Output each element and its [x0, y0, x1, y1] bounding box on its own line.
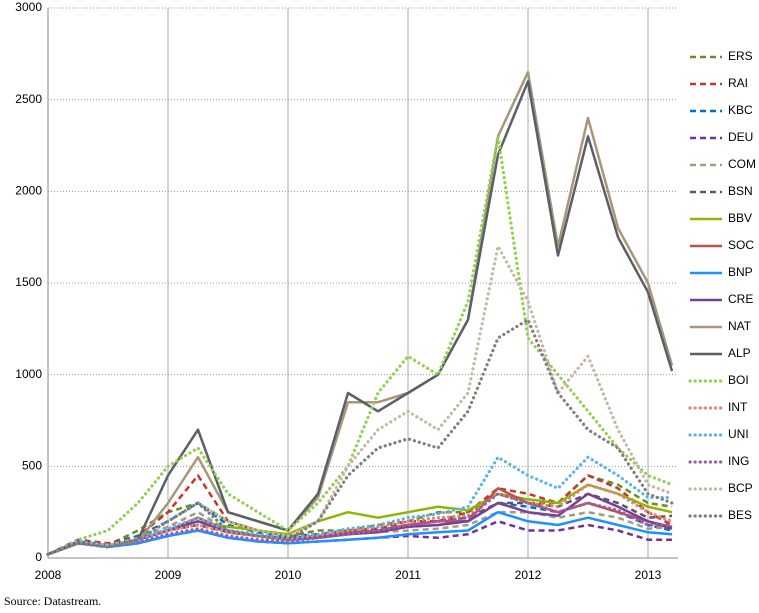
legend-label: CRE — [728, 292, 753, 306]
legend-label: INT — [728, 400, 748, 414]
x-tick-label: 2008 — [35, 568, 62, 582]
series-line — [47, 70, 674, 556]
legend-label: RAI — [728, 76, 748, 90]
y-tick-label: 3000 — [15, 0, 42, 14]
legend-label: BBV — [728, 211, 752, 225]
legend-label: SOC — [728, 238, 754, 252]
y-tick-label: 500 — [22, 459, 42, 473]
series-line — [47, 492, 673, 556]
legend-label: COM — [728, 157, 756, 171]
series-line — [47, 80, 674, 556]
series-line — [47, 510, 673, 556]
y-tick-label: 1500 — [15, 275, 42, 289]
x-tick-label: 2013 — [635, 568, 662, 582]
series-line — [47, 492, 673, 556]
legend-label: BES — [728, 508, 752, 522]
series-line — [46, 455, 674, 556]
series-line — [46, 492, 674, 556]
y-tick-label: 2500 — [15, 92, 42, 106]
legend-label: ALP — [728, 346, 751, 360]
x-tick-label: 2012 — [515, 568, 542, 582]
legend-label: ING — [728, 454, 749, 468]
series-line — [46, 318, 674, 556]
series-line — [46, 483, 674, 556]
legend-label: DEU — [728, 130, 753, 144]
legend-label: BOI — [728, 373, 749, 387]
x-tick-label: 2010 — [275, 568, 302, 582]
y-tick-label: 0 — [35, 550, 42, 564]
legend-label: UNI — [728, 427, 749, 441]
legend-label: BCP — [728, 481, 753, 495]
x-tick-label: 2009 — [155, 568, 182, 582]
legend-label: NAT — [728, 319, 752, 333]
y-tick-label: 1000 — [15, 367, 42, 381]
legend-label: ERS — [728, 49, 753, 63]
legend-label: BNP — [728, 265, 753, 279]
source-note: Source: Datastream. — [4, 594, 101, 608]
legend-label: KBC — [728, 103, 753, 117]
x-tick-label: 2011 — [395, 568, 421, 582]
y-tick-label: 2000 — [15, 184, 42, 198]
series-line — [46, 134, 674, 556]
legend-label: BSN — [728, 184, 753, 198]
